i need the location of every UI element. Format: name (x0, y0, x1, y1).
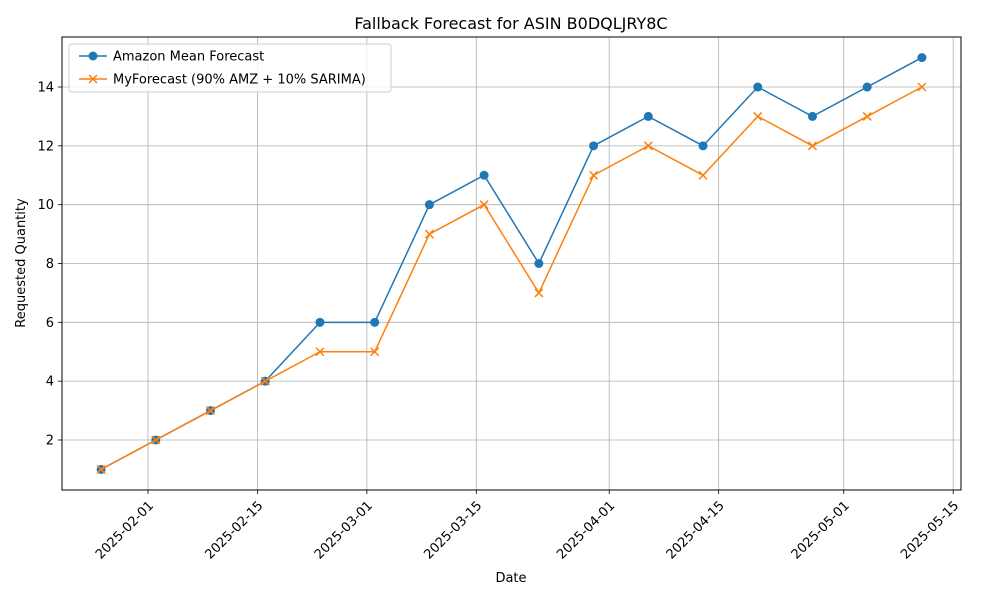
data-point (589, 141, 599, 151)
y-tick-label: 8 (46, 257, 54, 272)
series-2 (96, 82, 927, 474)
data-point (206, 406, 216, 416)
data-point (315, 347, 325, 357)
data-point (807, 111, 817, 121)
y-axis: 2 4 6 8 10 12 14 (37, 81, 62, 448)
x-tick-label: 2025-03-01 (312, 498, 376, 562)
grid (62, 37, 961, 490)
x-axis-label: Date (495, 571, 526, 586)
x-tick-label: 2025-05-01 (789, 498, 853, 562)
data-point (807, 141, 817, 151)
x-tick-label: 2025-02-01 (93, 498, 157, 562)
y-tick-label: 2 (46, 433, 54, 448)
x-tick-label: 2025-02-15 (202, 498, 266, 562)
data-point (479, 170, 489, 180)
y-tick-label: 6 (46, 316, 54, 331)
data-point (589, 170, 599, 180)
chart-title: Fallback Forecast for ASIN B0DQLJRY8C (354, 14, 667, 33)
data-point (534, 288, 544, 298)
data-point (917, 53, 927, 63)
data-point (917, 82, 927, 92)
series-line (100, 86, 923, 471)
data-point (370, 347, 380, 357)
legend-label: Amazon Mean Forecast (113, 50, 264, 65)
data-point (96, 464, 106, 474)
data-point (862, 111, 872, 121)
y-tick-label: 10 (37, 198, 54, 213)
data-point (424, 200, 434, 210)
legend: Amazon Mean Forecast MyForecast (90% AMZ … (68, 43, 392, 93)
data-point (698, 170, 708, 180)
y-tick-label: 14 (37, 81, 54, 96)
series-layer (96, 53, 927, 474)
x-tick-label: 2025-04-15 (664, 498, 728, 562)
data-point (753, 111, 763, 121)
x-tick-label: 2025-05-15 (898, 498, 962, 562)
x-axis: 2025-02-01 2025-02-15 2025-03-01 2025-03-15… (93, 490, 962, 562)
y-tick-label: 4 (46, 375, 54, 390)
data-point (370, 317, 380, 327)
legend-swatch-marker (88, 51, 98, 61)
data-point (260, 376, 270, 386)
legend-box (68, 43, 392, 93)
data-point (424, 229, 434, 239)
data-point (315, 317, 325, 327)
data-point (698, 141, 708, 151)
legend-label: MyForecast (90% AMZ + 10% SARIMA) (113, 73, 366, 88)
x-tick-label: 2025-03-15 (421, 498, 485, 562)
legend-item: MyForecast (90% AMZ + 10% SARIMA) (79, 73, 366, 88)
data-point (862, 82, 872, 92)
legend-swatch-marker (88, 74, 98, 84)
data-point (534, 259, 544, 268)
y-tick-label: 12 (37, 139, 54, 154)
y-axis-label: Requested Quantity (14, 198, 29, 328)
x-tick-label: 2025-04-01 (554, 498, 618, 562)
data-point (643, 141, 653, 151)
legend-item: Amazon Mean Forecast (79, 50, 264, 65)
data-point (151, 435, 161, 445)
data-point (753, 82, 763, 92)
data-point (479, 200, 489, 210)
data-point (643, 111, 653, 121)
